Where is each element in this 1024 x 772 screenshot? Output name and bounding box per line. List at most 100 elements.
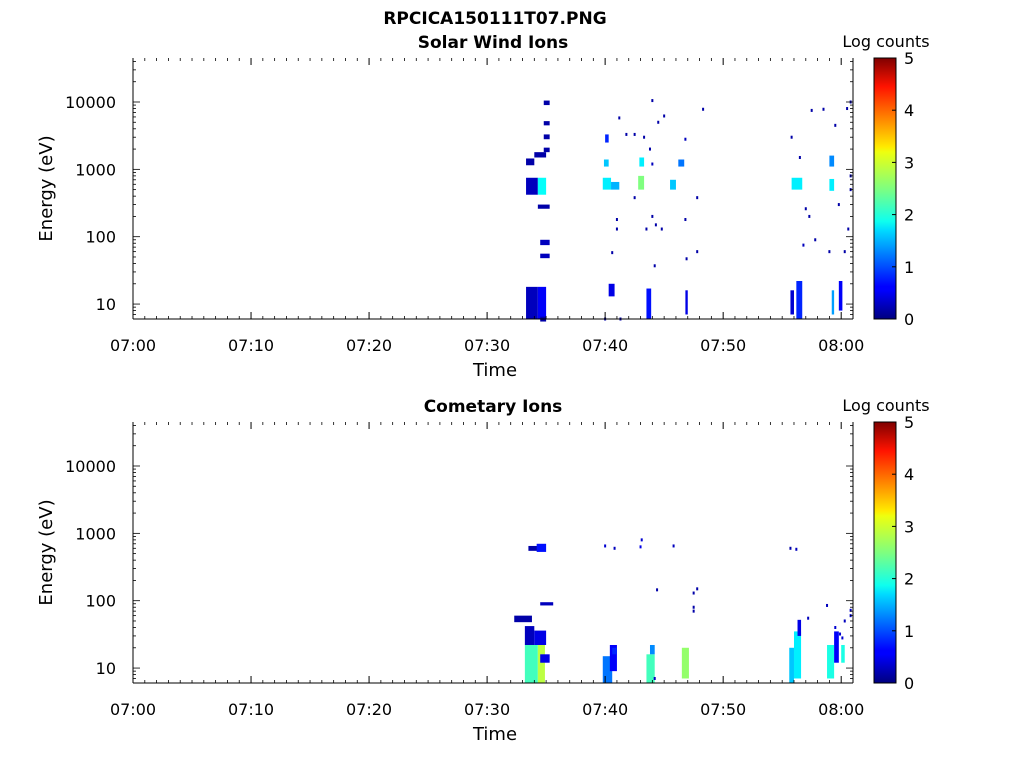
data-cell — [526, 286, 538, 319]
data-cell — [638, 175, 645, 190]
data-dot — [847, 227, 850, 231]
data-dot — [837, 203, 840, 207]
data-dot — [802, 243, 805, 247]
y-axis-label: Energy (eV) — [36, 135, 57, 241]
colorbar-tick-label: 4 — [904, 101, 914, 120]
data-cell — [790, 290, 794, 315]
x-tick-label: 07:20 — [346, 700, 392, 719]
y-axis-label: Energy (eV) — [36, 499, 57, 605]
data-dot — [849, 608, 852, 612]
y-tick-label: 1000 — [75, 160, 116, 179]
x-axis-label: Time — [472, 360, 517, 381]
x-tick-label: 07:00 — [110, 700, 156, 719]
data-dot — [696, 196, 699, 200]
data-dot — [615, 227, 618, 231]
data-cell — [789, 647, 794, 683]
data-cell — [841, 644, 845, 663]
data-dot — [692, 609, 695, 613]
colorbar-label: Log counts — [842, 396, 929, 415]
data-cell — [639, 157, 645, 167]
data-cell — [649, 644, 655, 655]
x-tick-label: 07:30 — [464, 700, 510, 719]
data-dot — [790, 135, 793, 139]
x-tick-label: 07:10 — [228, 700, 274, 719]
data-dot — [633, 196, 636, 200]
colorbar-tick-label: 1 — [904, 622, 914, 641]
data-cell — [537, 644, 545, 683]
data-cell — [609, 644, 617, 672]
data-cell — [540, 654, 550, 663]
data-dot — [639, 545, 642, 549]
y-tick-label: 100 — [85, 228, 116, 247]
data-cell — [646, 654, 655, 683]
data-dot — [696, 250, 699, 254]
data-dot — [660, 227, 663, 231]
colorbar-tick-label: 2 — [904, 206, 914, 225]
data-cell — [834, 631, 839, 663]
plot-area — [133, 422, 853, 683]
colorbar-tick-label: 4 — [904, 465, 914, 484]
panel-title: Cometary Ions — [424, 397, 563, 417]
data-dot — [654, 223, 657, 227]
plot-area — [133, 58, 853, 319]
data-dot — [804, 207, 807, 211]
data-cell — [534, 152, 547, 158]
data-dot — [613, 546, 616, 550]
data-dot — [692, 591, 695, 595]
data-cell — [543, 147, 550, 153]
data-dot — [653, 676, 656, 680]
y-tick-label: 10 — [96, 659, 116, 678]
data-cell — [540, 239, 550, 246]
data-cell — [611, 181, 620, 190]
data-cell — [602, 177, 612, 190]
data-dot — [685, 257, 688, 261]
data-dot — [795, 547, 798, 551]
colorbar-tick-label: 5 — [904, 49, 914, 68]
data-cell — [827, 644, 835, 679]
data-cell — [612, 647, 617, 655]
data-dot — [834, 123, 837, 127]
colorbar-tick-label: 3 — [904, 517, 914, 536]
colorbar — [873, 421, 897, 684]
data-dot — [841, 636, 844, 640]
data-cell — [524, 626, 535, 645]
data-dot — [846, 107, 849, 111]
data-dot — [810, 108, 813, 112]
data-cell — [540, 253, 550, 259]
data-dot — [672, 544, 675, 548]
data-cell — [681, 647, 689, 679]
data-cell — [831, 290, 835, 315]
y-tick-label: 10000 — [65, 93, 116, 112]
data-cell — [543, 134, 550, 140]
data-dot — [645, 227, 648, 231]
data-cell — [514, 615, 532, 623]
data-dot — [828, 250, 831, 254]
data-cell — [838, 280, 843, 311]
data-cell — [528, 545, 541, 551]
data-dot — [807, 616, 810, 620]
data-dot — [618, 116, 621, 120]
data-cell — [797, 619, 802, 636]
colorbar-tick-label: 1 — [904, 258, 914, 277]
data-dot — [834, 626, 837, 630]
data-dot — [843, 619, 846, 623]
data-cell — [602, 656, 613, 683]
data-dot — [839, 632, 842, 636]
data-dot — [625, 132, 628, 136]
data-cell — [536, 543, 547, 552]
x-tick-label: 07:30 — [464, 336, 510, 355]
data-cell — [605, 134, 609, 143]
y-tick-label: 1000 — [75, 524, 116, 543]
colorbar-tick-label: 0 — [904, 674, 914, 693]
data-cell — [796, 280, 803, 319]
data-cell — [603, 159, 609, 167]
data-cell — [537, 286, 547, 319]
data-cell — [608, 283, 615, 297]
data-cell — [537, 177, 547, 195]
data-dot — [653, 264, 656, 268]
colorbar-tick-label: 2 — [904, 570, 914, 589]
x-tick-label: 07:50 — [700, 700, 746, 719]
data-cell — [646, 288, 652, 319]
x-tick-label: 07:40 — [582, 336, 628, 355]
